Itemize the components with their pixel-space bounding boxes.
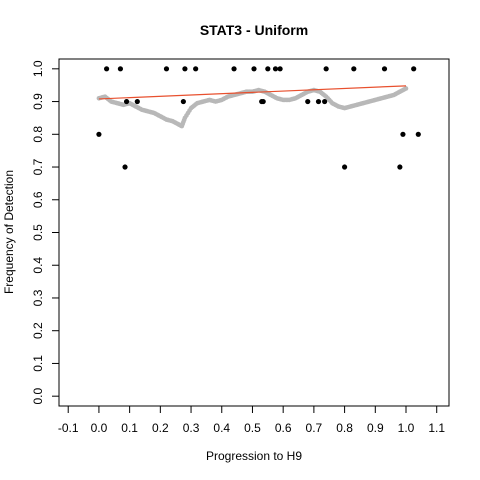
data-point bbox=[96, 131, 102, 137]
y-axis: 0.0 0.1 0.2 0.3 0.4 0.5 0.6 0.7 0.8 0.9 1.0 bbox=[31, 60, 59, 405]
data-point bbox=[134, 98, 140, 105]
x-tick-label: 0.5 bbox=[244, 421, 261, 435]
x-axis-label: Progression to H9 bbox=[206, 449, 302, 463]
x-tick-label: 0.3 bbox=[183, 421, 200, 435]
y-tick-label: 1.0 bbox=[31, 60, 45, 77]
smoothed-series bbox=[96, 86, 409, 129]
data-point bbox=[415, 131, 421, 137]
data-point bbox=[117, 66, 124, 72]
data-point bbox=[180, 98, 186, 105]
data-point bbox=[272, 66, 279, 72]
data-point bbox=[193, 66, 199, 72]
plot-frame bbox=[58, 58, 450, 407]
x-tick-label: 0.2 bbox=[152, 421, 169, 435]
data-point bbox=[122, 164, 128, 170]
data-point bbox=[163, 66, 170, 72]
x-tick-label: 0.7 bbox=[306, 421, 323, 435]
data-point bbox=[411, 66, 417, 72]
y-tick-label: 0.2 bbox=[31, 322, 45, 339]
data-point bbox=[123, 98, 130, 105]
x-axis: -0.1 0.0 0.1 0.2 0.3 0.4 0.5 0.6 0.7 0.8 0.9 1.0 1.1 bbox=[58, 406, 445, 435]
y-tick-label: 0.1 bbox=[31, 355, 45, 372]
y-tick-label: 0.7 bbox=[31, 158, 45, 175]
x-tick-label: 1.0 bbox=[398, 421, 415, 435]
y-tick-label: 0.0 bbox=[31, 388, 45, 405]
data-point bbox=[323, 66, 329, 72]
y-tick-label: 0.4 bbox=[31, 257, 45, 274]
data-point bbox=[182, 66, 188, 72]
chart-title: STAT3 - Uniform bbox=[200, 22, 308, 38]
data-point bbox=[103, 66, 110, 72]
data-point bbox=[265, 66, 271, 72]
y-tick-label: 0.9 bbox=[31, 93, 45, 110]
x-tick-label: 1.1 bbox=[428, 421, 445, 435]
data-point bbox=[341, 164, 348, 170]
data-point bbox=[322, 98, 328, 105]
x-tick-label: -0.1 bbox=[58, 421, 79, 435]
data-point bbox=[351, 66, 357, 72]
x-tick-label: 0.9 bbox=[367, 421, 384, 435]
data-point bbox=[315, 98, 322, 105]
smooth-point bbox=[403, 86, 409, 91]
data-point bbox=[277, 66, 283, 72]
x-tick-label: 0.0 bbox=[91, 421, 108, 435]
fit-line-series bbox=[98, 85, 407, 100]
data-point bbox=[251, 66, 257, 72]
y-tick-label: 0.3 bbox=[31, 289, 45, 306]
x-tick-label: 0.1 bbox=[121, 421, 138, 435]
y-tick-label: 0.5 bbox=[31, 224, 45, 241]
x-tick-label: 0.4 bbox=[213, 421, 230, 435]
data-point bbox=[397, 164, 403, 170]
data-point bbox=[305, 98, 311, 105]
data-point bbox=[260, 98, 266, 105]
fit-line bbox=[98, 85, 407, 100]
data-point bbox=[381, 66, 388, 72]
y-tick-label: 0.6 bbox=[31, 191, 45, 208]
data-point bbox=[231, 66, 237, 72]
x-tick-label: 0.8 bbox=[336, 421, 353, 435]
x-tick-label: 0.6 bbox=[275, 421, 292, 435]
data-point bbox=[400, 131, 406, 137]
y-axis-label: Frequency of Detection bbox=[2, 170, 16, 294]
observed-points-series bbox=[96, 66, 421, 170]
y-tick-label: 0.8 bbox=[31, 126, 45, 143]
